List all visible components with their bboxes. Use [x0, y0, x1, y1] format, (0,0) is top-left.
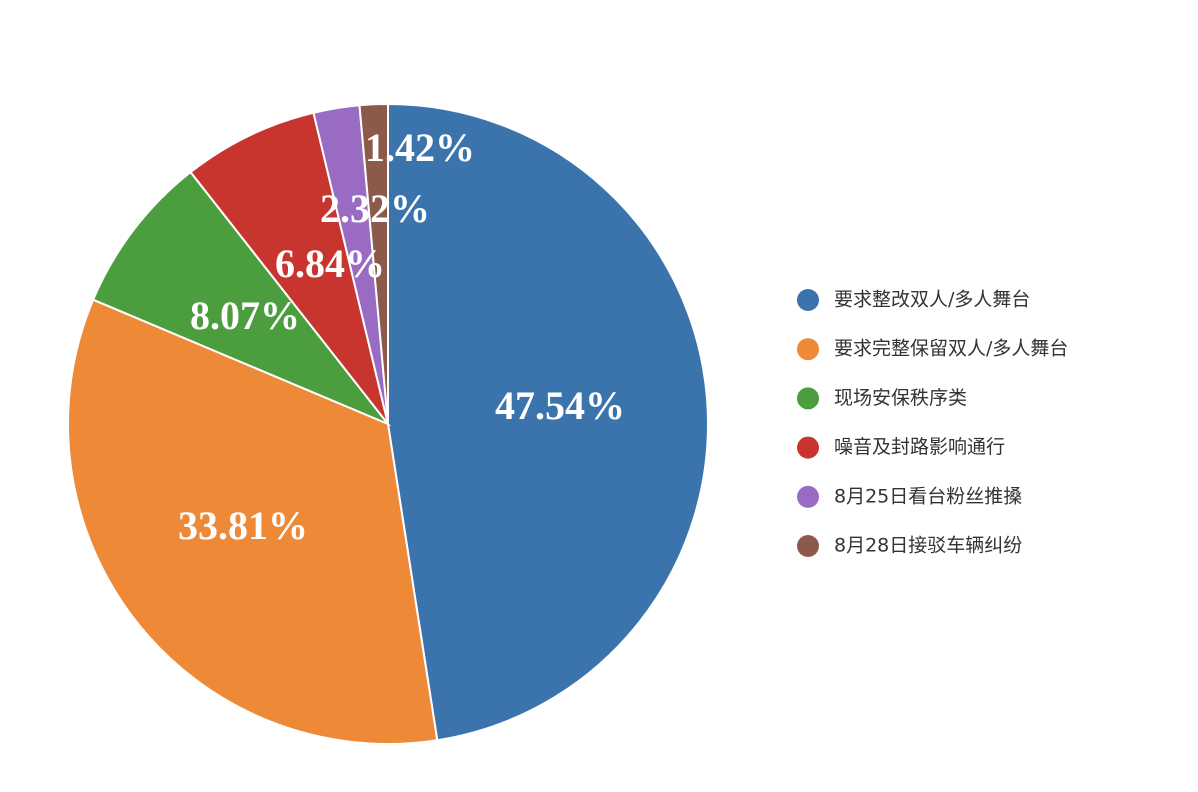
legend-swatch: [797, 535, 819, 557]
legend-swatch: [797, 289, 819, 311]
legend-label: 要求整改双人/多人舞台: [834, 289, 1030, 311]
legend-label: 噪音及封路影响通行: [834, 436, 1005, 458]
pie-slice: [358, 102, 389, 425]
legend-label: 现场安保秩序类: [834, 387, 967, 409]
legend-swatch: [797, 387, 819, 410]
legend-label: 要求完整保留双人/多人舞台: [834, 338, 1068, 360]
legend-label: 8月28日接驳车辆纠纷: [834, 535, 1022, 557]
pie-slice: [91, 170, 392, 427]
value-label: 33.81%: [178, 503, 308, 548]
pie-slice: [189, 111, 389, 425]
value-label: 8.07%: [190, 293, 300, 338]
pie-slice: [387, 102, 709, 742]
value-label: 47.54%: [495, 383, 625, 428]
pie-slice: [67, 298, 439, 745]
legend-swatch: [797, 485, 819, 508]
value-label: 2.32%: [320, 186, 430, 231]
value-label: 1.42%: [365, 125, 475, 170]
value-label: 6.84%: [275, 241, 385, 286]
legend-label: 8月25日看台粉丝推搡: [834, 485, 1022, 507]
legend-swatch: [797, 436, 819, 459]
legend-swatch: [797, 338, 819, 361]
